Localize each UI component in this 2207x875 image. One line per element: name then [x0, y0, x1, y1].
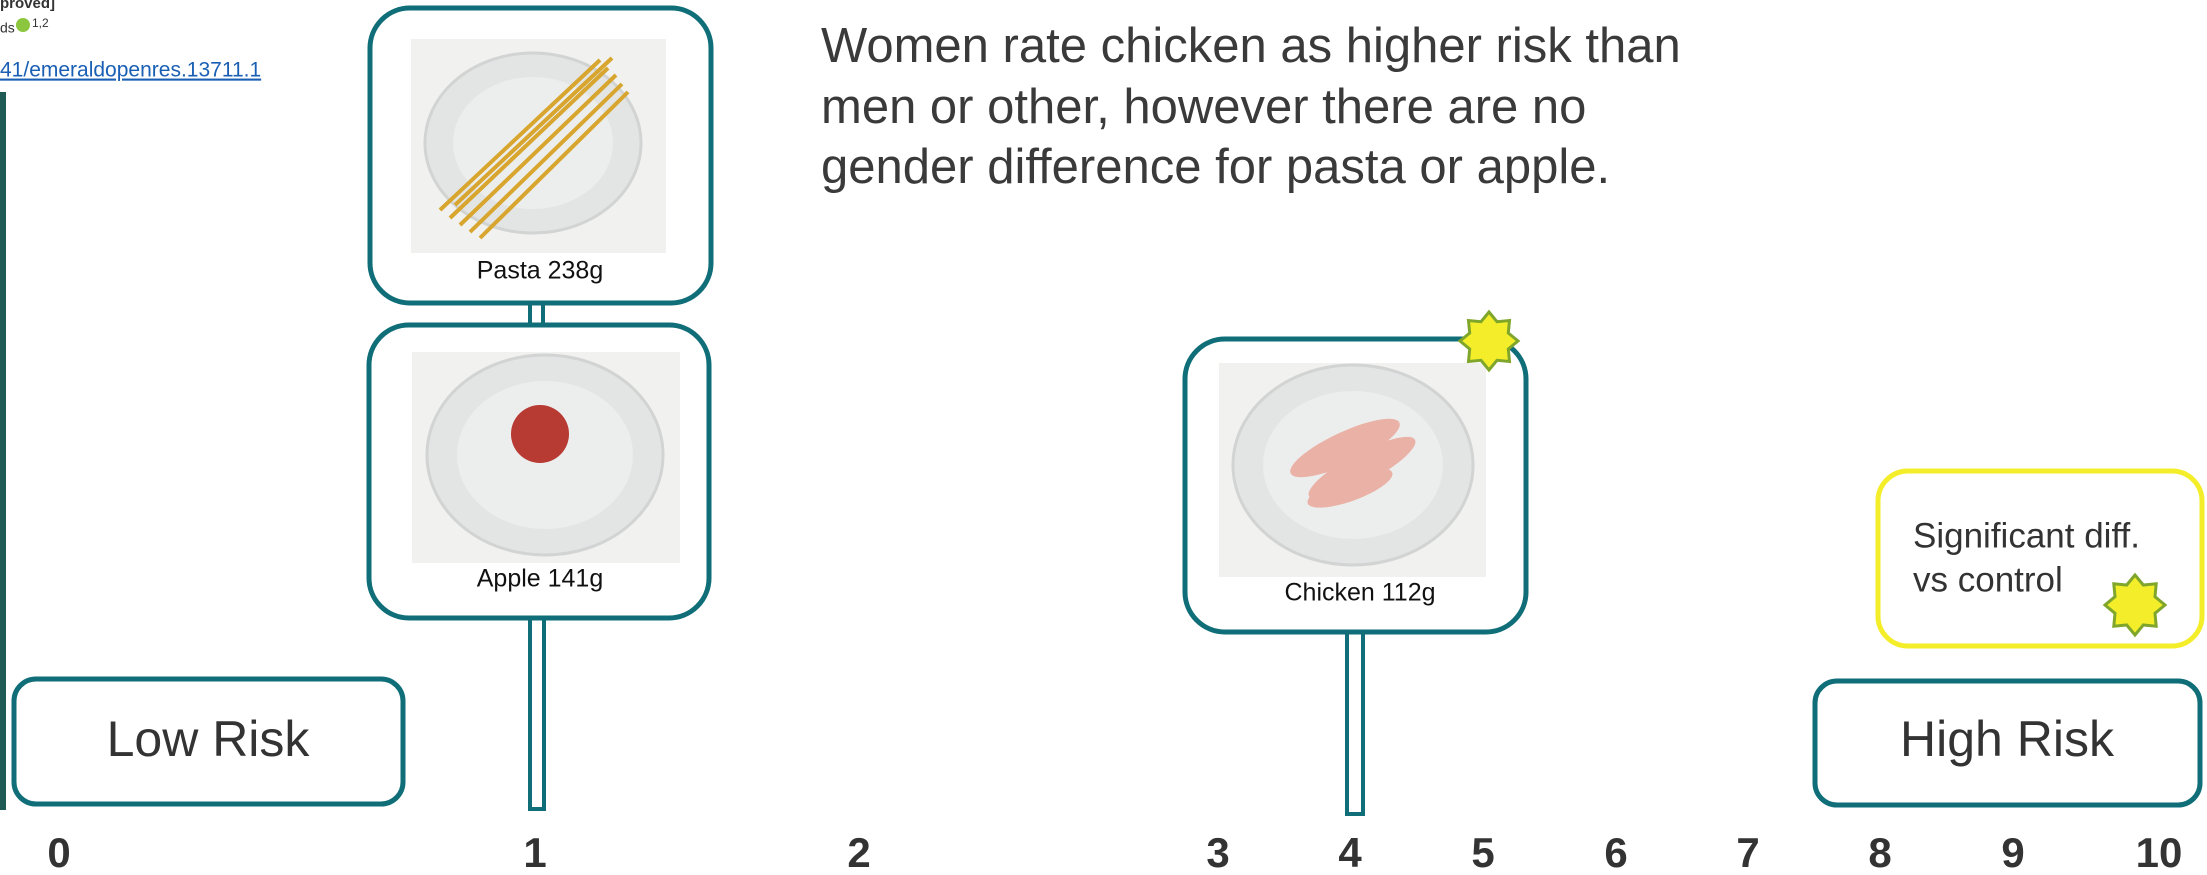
title-line: gender difference for pasta or apple.: [821, 140, 1610, 194]
tick-label: 6: [1604, 829, 1627, 875]
stem: [1347, 631, 1363, 814]
legend-star: [2105, 575, 2165, 635]
plate: [453, 77, 613, 209]
tick-label: 3: [1206, 829, 1229, 875]
tick-label: 4: [1338, 829, 1362, 875]
scale-ticks: 0 1 2 3 4 5 6 7 8 9 10: [47, 829, 2182, 875]
food-label: Apple 141g: [477, 565, 604, 593]
side-bar: [0, 92, 6, 810]
tick-label: 7: [1736, 829, 1759, 875]
significance-star: [1460, 312, 1518, 370]
doi-link[interactable]: 41/emeraldopenres.13711.1: [0, 59, 261, 82]
slide: proved] ds 1,2 41/emeraldopenres.13711.1…: [0, 0, 2207, 875]
orcid-icon: [16, 18, 30, 32]
tick-label: 0: [47, 829, 70, 875]
tick-label: 8: [1868, 829, 1891, 875]
tick-label: 1: [523, 829, 546, 875]
affiliation: 1,2: [32, 16, 49, 30]
tick-label: 5: [1471, 829, 1494, 875]
status-text: proved]: [0, 0, 55, 12]
legend-text: vs control: [1913, 560, 2063, 599]
legend-text: Significant diff.: [1913, 516, 2140, 555]
food-label: Chicken 112g: [1284, 579, 1435, 607]
risk-label: High Risk: [1900, 711, 2115, 767]
tick-label: 9: [2001, 829, 2024, 875]
tick-label: 2: [847, 829, 870, 875]
title-line: men or other, however there are no: [821, 80, 1586, 134]
page: {"header": {"status": "proved]", "author…: [0, 0, 2207, 875]
apple: [511, 405, 569, 463]
author-text: ds: [0, 20, 15, 36]
tick-label: 10: [2136, 829, 2183, 875]
title-line: Women rate chicken as higher risk than: [821, 19, 1681, 73]
stem: [530, 617, 544, 809]
risk-label: Low Risk: [107, 711, 311, 767]
food-label: Pasta 238g: [477, 257, 604, 285]
